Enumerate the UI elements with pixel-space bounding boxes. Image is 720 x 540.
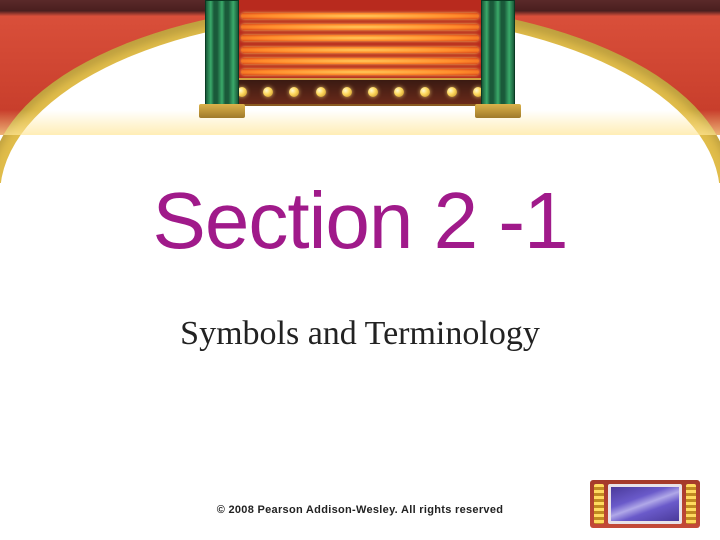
bulb-icon <box>420 87 430 97</box>
neon-bar <box>241 24 479 30</box>
bulb-icon <box>263 87 273 97</box>
neon-bar <box>241 47 479 53</box>
column-left <box>205 0 239 110</box>
banner-glow <box>0 110 720 135</box>
section-title: Section 2 -1 <box>0 175 720 267</box>
column-right <box>481 0 515 110</box>
bulb-icon <box>394 87 404 97</box>
marquee-bulb-row <box>229 78 491 106</box>
slide-content: Section 2 -1 Symbols and Terminology <box>0 175 720 353</box>
neon-bar <box>241 69 479 75</box>
neon-bar <box>241 35 479 41</box>
section-subtitle: Symbols and Terminology <box>0 315 720 353</box>
tv-frame-icon <box>590 480 700 528</box>
bulb-icon <box>289 87 299 97</box>
marquee-sign <box>230 0 490 88</box>
column-cap-right <box>475 104 521 118</box>
bulb-icon <box>447 87 457 97</box>
tv-screen <box>608 484 682 524</box>
column-cap-left <box>199 104 245 118</box>
neon-bar <box>241 13 479 19</box>
bulb-icon <box>316 87 326 97</box>
bulb-icon <box>368 87 378 97</box>
neon-bar <box>241 58 479 64</box>
bulb-icon <box>342 87 352 97</box>
